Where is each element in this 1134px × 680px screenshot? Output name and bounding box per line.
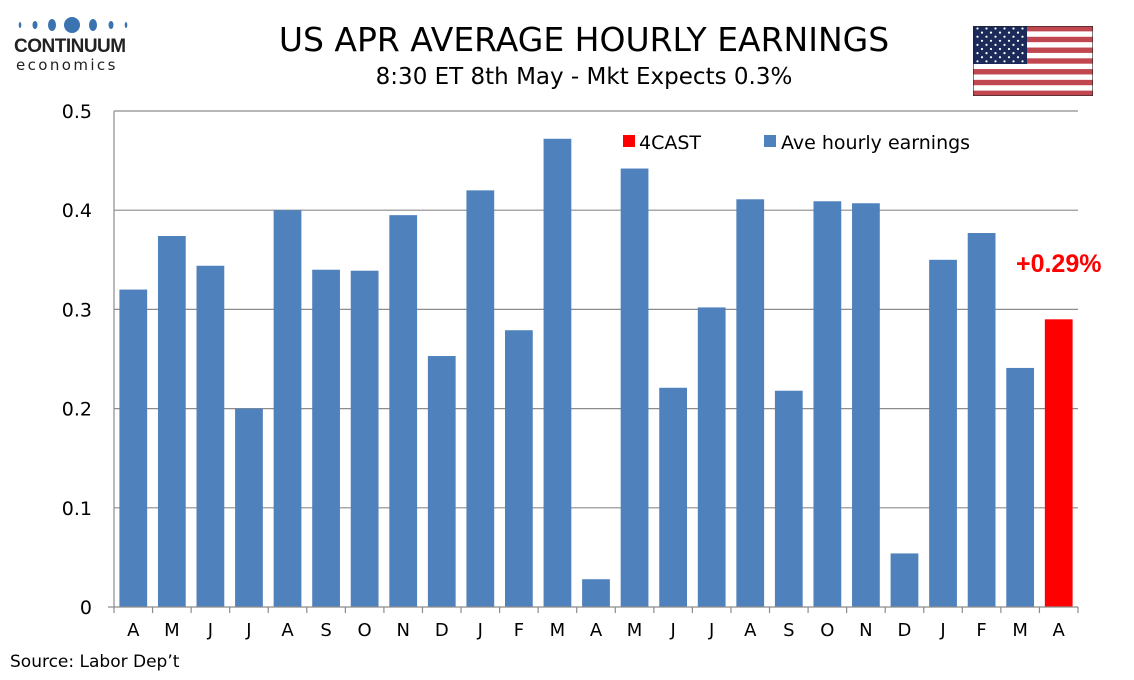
bar	[504, 330, 533, 607]
continuum-logo: CONTINUUM economics	[14, 14, 134, 76]
x-tick-label: J	[708, 620, 714, 641]
x-tick-label: A	[590, 620, 603, 641]
bar	[659, 387, 688, 607]
bar	[196, 265, 225, 607]
bar	[967, 233, 996, 608]
x-tick-label: M	[627, 620, 643, 641]
bar	[466, 190, 495, 608]
x-tick-label: J	[477, 620, 483, 641]
x-tick-label: S	[783, 620, 794, 641]
x-tick-label: M	[1012, 620, 1028, 641]
bar	[427, 356, 456, 607]
bar	[389, 215, 418, 607]
us-flag-icon	[973, 26, 1093, 96]
x-tick-label: M	[550, 620, 566, 641]
bar	[157, 235, 186, 607]
bar	[312, 269, 340, 607]
bar	[1006, 367, 1035, 607]
logo-wordmark: CONTINUUM	[14, 36, 126, 57]
bar	[273, 210, 302, 607]
y-tick-label: 0	[80, 597, 92, 619]
x-tick-label: A	[281, 620, 294, 641]
y-tick-label: 0.4	[62, 200, 92, 222]
bar	[350, 270, 379, 607]
x-tick-label: J	[939, 620, 945, 641]
x-tick-label: J	[669, 620, 675, 641]
x-tick-label: D	[898, 620, 912, 641]
bar	[890, 553, 919, 607]
legend-label-4cast: 4CAST	[639, 132, 701, 154]
bar	[774, 390, 803, 607]
x-tick-label: F	[976, 620, 986, 641]
bar	[582, 579, 610, 607]
x-tick-label: A	[127, 620, 140, 641]
x-tick-label: O	[358, 620, 372, 641]
legend-swatch-ave-hourly-earnings	[764, 135, 776, 147]
x-tick-label: D	[435, 620, 449, 641]
x-tick-label: J	[245, 620, 251, 641]
chart-title: US APR AVERAGE HOURLY EARNINGS	[278, 20, 890, 59]
y-tick-label: 0.1	[62, 498, 92, 520]
bar	[852, 203, 880, 608]
bar	[235, 408, 263, 607]
bar	[929, 259, 957, 607]
x-tick-label: J	[207, 620, 213, 641]
y-tick-label: 0.2	[62, 399, 92, 421]
bar	[736, 199, 765, 607]
x-tick-label: A	[744, 620, 757, 641]
x-tick-label: N	[396, 620, 409, 641]
x-tick-label: O	[820, 620, 834, 641]
legend-label-ave-hourly-earnings: Ave hourly earnings	[781, 132, 970, 154]
x-tick-label: S	[320, 620, 331, 641]
bar	[119, 289, 148, 607]
x-tick-label: F	[514, 620, 524, 641]
legend-swatch-4cast	[623, 135, 635, 147]
y-tick-label: 0.5	[62, 101, 92, 123]
logo-dots-icon	[18, 17, 128, 33]
logo-subtitle: economics	[16, 56, 118, 74]
forecast-annotation: +0.29%	[1016, 250, 1102, 278]
x-tick-label: N	[859, 620, 872, 641]
bar	[813, 201, 842, 607]
x-tick-label: M	[164, 620, 180, 641]
x-tick-label: A	[1053, 620, 1066, 641]
bar	[620, 168, 649, 607]
bar	[697, 307, 726, 607]
bar	[543, 138, 572, 607]
chart-subtitle: 8:30 ET 8th May - Mkt Expects 0.3%	[375, 64, 793, 90]
bar	[1044, 319, 1073, 607]
y-tick-label: 0.3	[62, 299, 92, 321]
source-note: Source: Labor Dep’t	[10, 652, 180, 672]
